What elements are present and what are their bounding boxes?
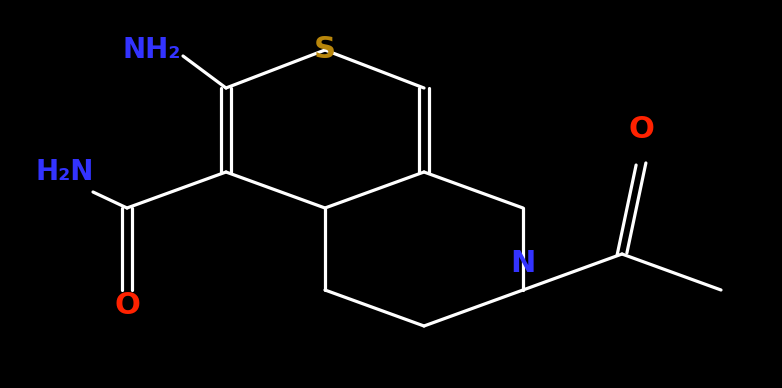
Text: O: O bbox=[114, 291, 140, 319]
Text: NH₂: NH₂ bbox=[123, 36, 181, 64]
Text: N: N bbox=[511, 248, 536, 277]
Text: S: S bbox=[314, 35, 336, 64]
Text: H₂N: H₂N bbox=[36, 158, 94, 186]
Text: O: O bbox=[628, 116, 654, 144]
